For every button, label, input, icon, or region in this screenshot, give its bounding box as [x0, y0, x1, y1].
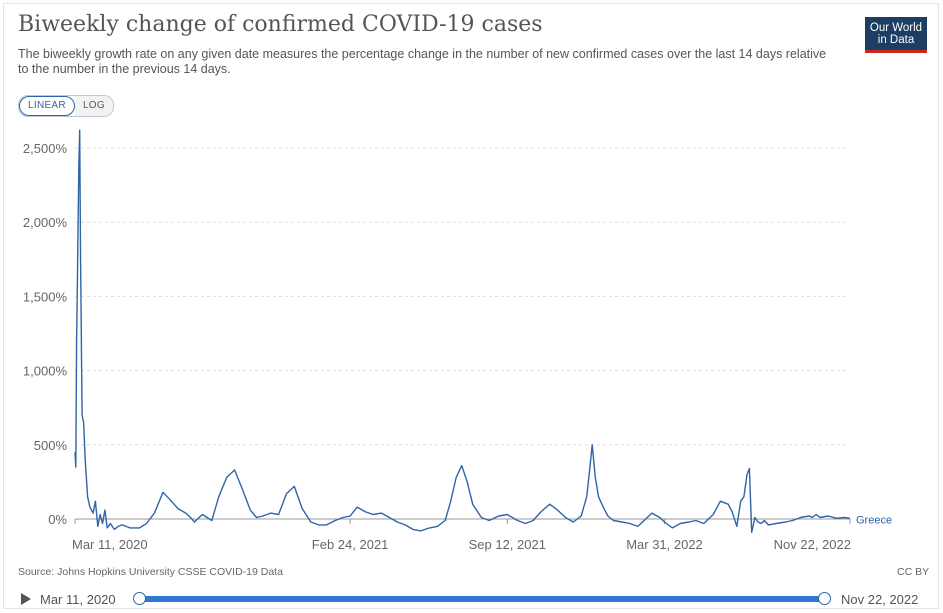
y-tick-label: 0% — [48, 512, 67, 527]
series-label-greece[interactable]: Greece — [856, 514, 892, 526]
timeline: Mar 11, 2020 Nov 22, 2022 — [0, 584, 943, 613]
log-scale-button[interactable]: LOG — [74, 96, 113, 116]
y-axis-ticks: 0% 500% 1,000% 1,500% 2,000% 2,500% — [23, 141, 68, 527]
x-tick-label: Nov 22, 2022 — [774, 537, 851, 552]
chart-title: Biweekly change of confirmed COVID-19 ca… — [18, 12, 543, 37]
timeline-end-label: Nov 22, 2022 — [841, 592, 919, 607]
play-icon[interactable] — [21, 593, 31, 605]
logo-line-2: in Data — [877, 34, 915, 46]
grid-lines — [75, 147, 850, 520]
timeline-start-label: Mar 11, 2020 — [40, 592, 116, 607]
scale-toggle: LINEAR LOG — [18, 95, 114, 117]
y-tick-label: 500% — [34, 438, 68, 453]
y-tick-label: 1,000% — [23, 364, 68, 379]
x-tick-label: Mar 11, 2020 — [72, 537, 148, 552]
y-tick-label: 1,500% — [23, 289, 68, 304]
x-tick-label: Mar 31, 2022 — [626, 537, 703, 552]
logo-line-1: Our World — [869, 22, 923, 34]
source-note[interactable]: Source: Johns Hopkins University CSSE CO… — [18, 566, 283, 578]
license-label[interactable]: CC BY — [897, 566, 930, 578]
timeline-start-handle[interactable] — [133, 592, 146, 605]
timeline-track[interactable] — [140, 596, 825, 602]
series-layer: Greece — [74, 129, 892, 534]
x-tick-label: Sep 12, 2021 — [469, 537, 546, 552]
y-tick-label: 2,500% — [23, 141, 68, 156]
y-tick-label: 2,000% — [23, 215, 68, 230]
linear-scale-button[interactable]: LINEAR — [19, 96, 75, 116]
x-axis-ticks: Mar 11, 2020 Feb 24, 2021 Sep 12, 2021 Mar … — [72, 519, 851, 552]
x-tick-label: Feb 24, 2021 — [312, 537, 389, 552]
series-line-greece[interactable] — [74, 129, 851, 534]
chart-subtitle: The biweekly growth rate on any given da… — [18, 47, 827, 76]
timeline-end-handle[interactable] — [818, 592, 831, 605]
owid-logo[interactable]: Our World in Data — [865, 17, 927, 53]
chart-frame — [3, 3, 939, 609]
